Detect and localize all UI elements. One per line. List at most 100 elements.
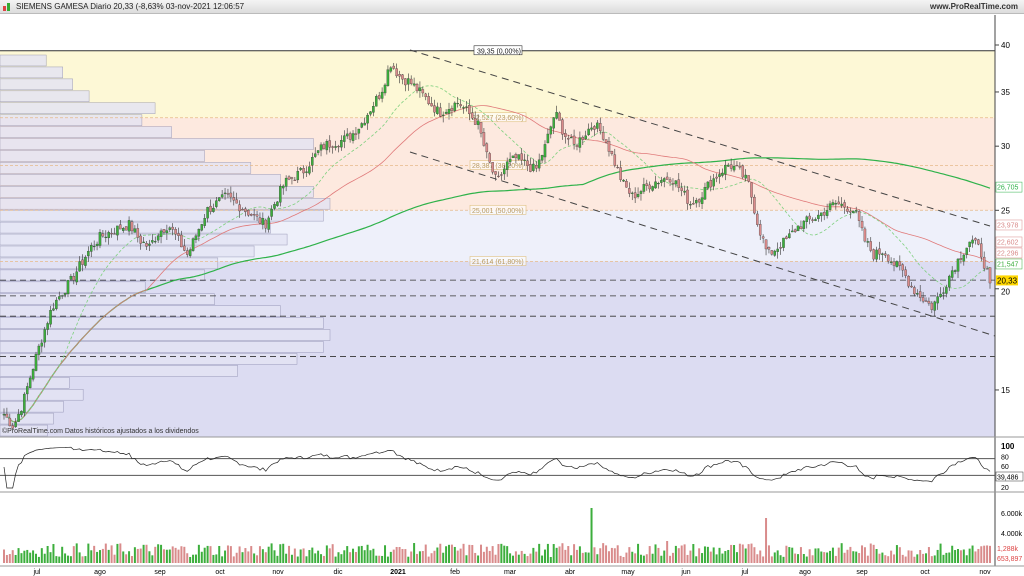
volume-bar <box>136 548 139 563</box>
candle <box>296 171 300 181</box>
volume-profile-bar <box>0 90 90 102</box>
volume-bar <box>823 552 826 563</box>
volume-bar <box>526 556 529 563</box>
volume-bar <box>96 551 99 563</box>
candle <box>753 196 756 214</box>
channel-lower-line <box>409 151 996 337</box>
fib-label: 28,387 (38,20%) <box>472 163 524 170</box>
fib-band-0-236 <box>0 50 995 118</box>
volume-bar <box>183 546 186 563</box>
volume-bar <box>404 549 407 563</box>
candle <box>662 178 666 182</box>
candle <box>49 310 52 325</box>
candle <box>916 293 919 295</box>
volume-profile-bar <box>0 102 156 114</box>
candle <box>697 199 701 203</box>
candle <box>151 240 154 243</box>
volume-bar <box>730 544 733 563</box>
candle <box>119 224 122 230</box>
volume-bar <box>610 547 613 563</box>
candle <box>276 201 279 206</box>
volume-profile-bar <box>0 150 205 162</box>
candle <box>648 184 651 190</box>
volume-bar <box>541 555 544 563</box>
volume-bar <box>261 549 264 563</box>
candle <box>183 245 186 251</box>
volume-bar <box>977 548 980 563</box>
volume-bar <box>52 544 55 563</box>
volume-bar <box>206 545 209 563</box>
volume-bar <box>133 547 136 563</box>
candle <box>532 163 535 171</box>
candle <box>407 78 410 85</box>
candle <box>34 354 38 371</box>
x-tick-label: ago <box>799 569 811 576</box>
volume-bar <box>398 547 401 563</box>
candle <box>17 413 20 422</box>
candle <box>26 386 29 395</box>
volume-bar <box>660 555 663 563</box>
rsi-value-box <box>995 471 1024 482</box>
candle <box>924 300 928 302</box>
candle <box>31 369 35 380</box>
volume-bar <box>436 547 439 563</box>
candle <box>735 165 739 167</box>
rsi-line <box>3 446 991 489</box>
candle <box>750 182 753 198</box>
volume-bar <box>747 544 750 563</box>
candle <box>674 180 678 185</box>
candle <box>334 146 337 148</box>
rsi-tick-label: 100 <box>1001 442 1015 451</box>
fib-label: 39,35 (0,00%) <box>477 48 521 55</box>
candle <box>988 267 992 284</box>
volume-bar <box>782 556 785 563</box>
candle <box>360 123 364 128</box>
ma200-line <box>3 157 991 423</box>
volume-bar <box>968 548 971 563</box>
volume-bar <box>235 552 238 563</box>
volume-bar <box>282 543 285 563</box>
candle <box>843 202 846 208</box>
candle <box>84 257 87 266</box>
candle <box>965 247 968 255</box>
volume-last-label: 1,288k <box>997 546 1019 553</box>
volume-bar <box>881 552 884 563</box>
x-tick-label: jul <box>32 569 40 576</box>
volume-bar <box>686 554 689 563</box>
candle <box>226 193 230 195</box>
candle <box>404 78 407 86</box>
candle <box>162 229 166 233</box>
volume-bar <box>23 550 26 563</box>
volume-bar <box>933 555 936 563</box>
volume-profile-bar <box>0 353 298 365</box>
candle <box>156 235 160 241</box>
volume-bar <box>78 552 81 563</box>
candle <box>188 249 192 256</box>
candle <box>133 228 137 233</box>
candle <box>505 161 509 170</box>
candle <box>299 168 302 170</box>
candle <box>555 112 558 119</box>
site-link[interactable]: www.ProRealTime.com <box>929 2 1018 11</box>
volume-bar <box>311 547 314 563</box>
candle <box>331 146 334 148</box>
volume-bar <box>619 555 622 563</box>
volume-bar <box>453 546 456 563</box>
volume-bar <box>581 552 584 563</box>
volume-bar <box>535 551 538 563</box>
band-top <box>0 15 995 51</box>
candle <box>680 187 683 191</box>
fib-label: 32,527 (23,60%) <box>472 115 524 122</box>
volume-bar <box>674 545 677 563</box>
volume-bar <box>692 544 695 563</box>
volume-bar <box>750 543 753 563</box>
candle <box>424 93 427 98</box>
candle <box>852 210 855 214</box>
candle <box>799 226 803 230</box>
volume-bar <box>875 548 878 563</box>
candle <box>412 83 416 86</box>
candle <box>968 241 971 248</box>
volume-bar <box>276 555 279 563</box>
volume-bar <box>959 550 962 563</box>
